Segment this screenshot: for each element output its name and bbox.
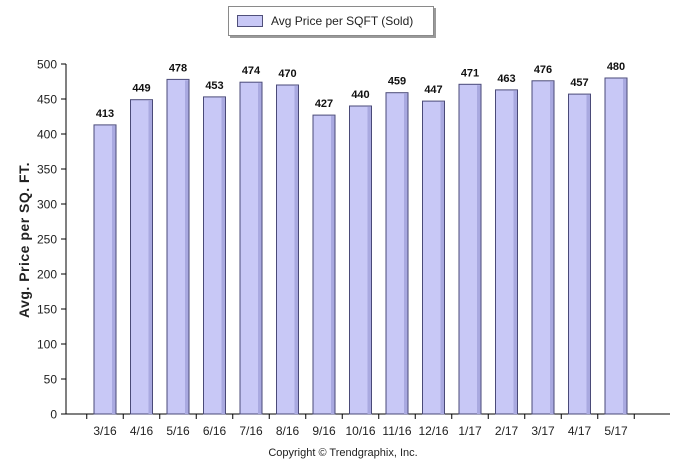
- data-label: 470: [278, 68, 296, 80]
- data-label: 457: [570, 77, 588, 89]
- bar-shade: [148, 100, 152, 414]
- bar: [239, 81, 263, 415]
- bar-shade: [185, 80, 189, 415]
- x-tick-label: 12/16: [418, 424, 448, 438]
- data-label: 453: [205, 80, 223, 92]
- bar-shade: [513, 90, 517, 415]
- bar-shade: [221, 97, 225, 415]
- bar: [276, 84, 299, 415]
- bar-shade: [294, 86, 298, 414]
- y-axis: 0 50 100 150 200 250 300 350 400 450 500: [37, 58, 67, 422]
- bar-shade: [331, 116, 335, 414]
- bar: [458, 83, 482, 415]
- x-tick-label: 11/16: [382, 424, 411, 438]
- data-label: 427: [315, 98, 333, 110]
- data-label: 463: [497, 73, 515, 85]
- x-tick-label: 5/17: [604, 424, 628, 438]
- data-label: 459: [388, 76, 406, 88]
- bar: [93, 124, 117, 415]
- y-tick-label: 400: [37, 128, 57, 142]
- x-tick-label: 9/16: [312, 424, 336, 438]
- y-tick-label: 450: [37, 93, 57, 107]
- y-tick-label: 50: [44, 373, 58, 387]
- data-label: 413: [96, 108, 114, 120]
- copyright-text: Copyright © Trendgraphix, Inc.: [268, 447, 418, 459]
- bar-shade: [404, 93, 408, 414]
- legend: Avg Price per SQFT (Sold): [228, 6, 434, 36]
- y-tick-label: 0: [50, 408, 57, 422]
- y-tick-label: 150: [37, 303, 57, 317]
- bar-series: 413 449 478 453 474 470 427 440 459 447 471 463 476 4…: [93, 61, 628, 415]
- y-tick-label: 350: [37, 163, 57, 177]
- x-tick-label: 2/17: [495, 424, 519, 438]
- x-tick-label: 3/17: [531, 424, 555, 438]
- x-tick-label: 8/16: [276, 424, 300, 438]
- x-axis: 3/16 4/16 5/16 6/16 7/16 8/16 9/16 10/16 11/16 12…: [66, 413, 670, 438]
- x-tick-label: 5/16: [166, 424, 190, 438]
- bar-shade: [112, 125, 116, 415]
- bar-shade: [367, 107, 371, 414]
- bar: [495, 89, 518, 415]
- bar: [531, 80, 555, 415]
- bar: [203, 96, 226, 415]
- bar-shade: [477, 85, 481, 415]
- x-tick-label: 4/17: [568, 424, 592, 438]
- y-tick-label: 100: [37, 338, 57, 352]
- legend-swatch: [237, 15, 263, 27]
- y-tick-label: 250: [37, 233, 57, 247]
- bar-shade: [440, 102, 444, 414]
- bar-shade: [550, 81, 554, 415]
- bar: [349, 105, 372, 415]
- data-label: 447: [424, 84, 442, 96]
- y-tick-label: 500: [37, 58, 57, 72]
- data-label: 480: [607, 61, 625, 73]
- data-label: 474: [242, 65, 261, 77]
- y-tick-label: 300: [37, 198, 57, 212]
- data-label: 471: [461, 67, 479, 79]
- data-label: 449: [132, 83, 150, 95]
- x-tick-label: 1/17: [458, 424, 482, 438]
- bar: [604, 77, 628, 415]
- y-tick-label: 200: [37, 268, 57, 282]
- bar: [385, 92, 409, 415]
- bar-shade: [258, 83, 262, 414]
- bar-shade: [623, 79, 627, 414]
- data-label: 478: [169, 62, 187, 74]
- x-tick-label: 7/16: [239, 424, 263, 438]
- data-label: 476: [534, 64, 552, 76]
- bar: [166, 78, 190, 415]
- y-axis-title: Avg. Price per SQ. FT.: [16, 162, 32, 318]
- x-tick-label: 3/16: [93, 424, 117, 438]
- bar: [568, 93, 591, 415]
- bar-shade: [586, 95, 590, 414]
- x-tick-label: 6/16: [203, 424, 227, 438]
- legend-label: Avg Price per SQFT (Sold): [271, 14, 414, 28]
- bar: [312, 114, 336, 415]
- bar: [422, 100, 445, 415]
- bar: [130, 99, 153, 415]
- x-tick-label: 10/16: [345, 424, 375, 438]
- data-label: 440: [351, 89, 369, 101]
- x-tick-label: 4/16: [130, 424, 154, 438]
